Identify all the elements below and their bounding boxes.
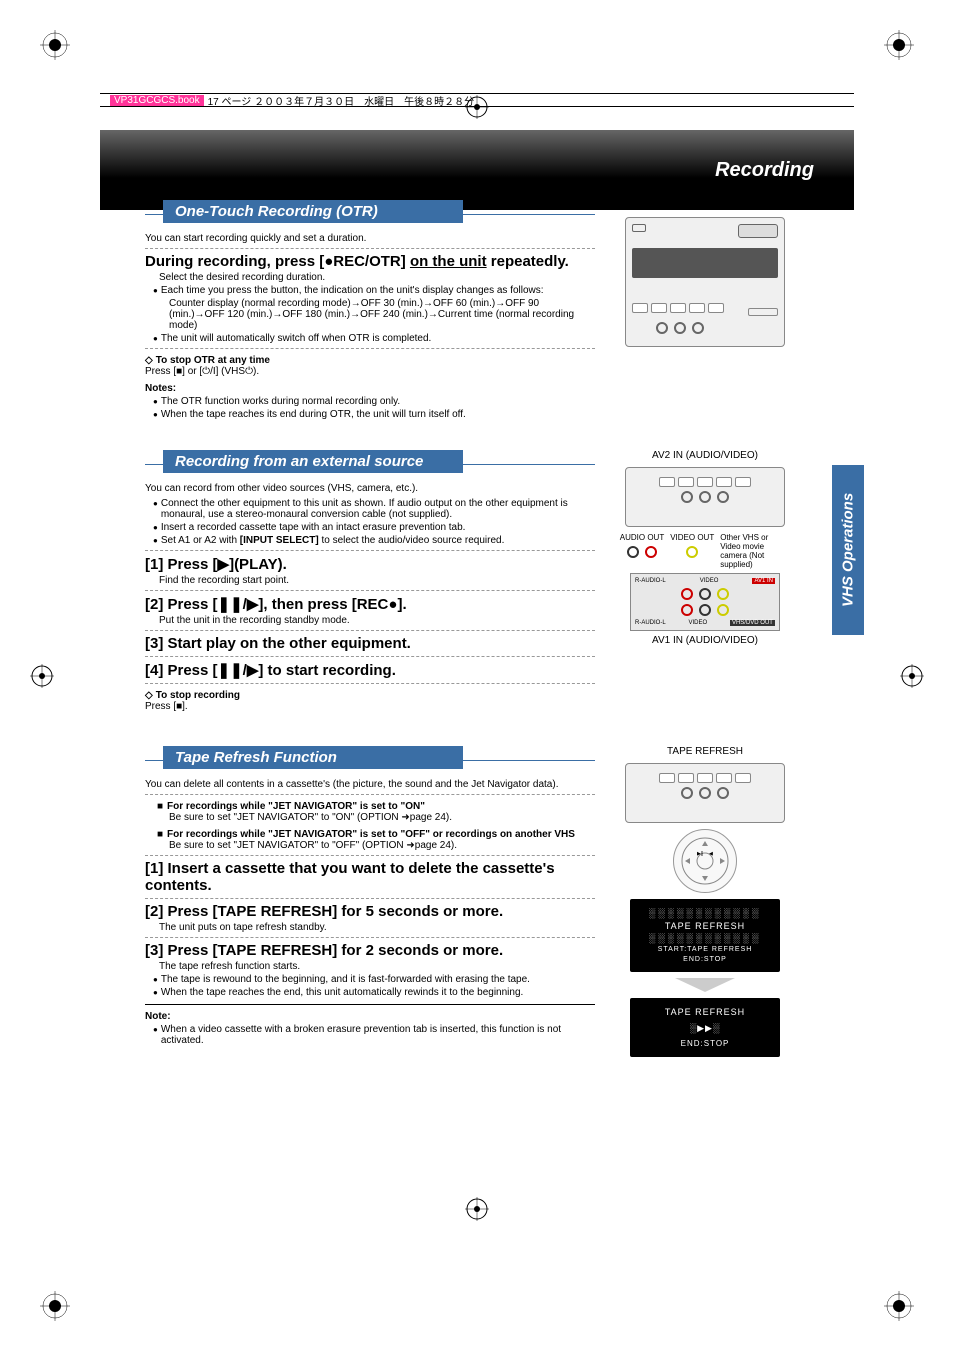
otr-main-step: During recording, press [●REC/OTR] on th…: [145, 253, 595, 270]
nav-pad-icon: ▶|| ◀: [673, 829, 737, 893]
external-step2: [2] Press [❚❚/▶], then press [REC●].: [145, 595, 595, 613]
otr-stop-text: Press [■] or [⏻/I] (VHS⏻).: [145, 366, 595, 377]
button-row-icon: [632, 303, 724, 313]
display-line: END:STOP: [634, 1038, 776, 1049]
refresh-note1: When a video cassette with a broken eras…: [153, 1024, 595, 1046]
audio-out-label: AUDIO OUT: [620, 533, 664, 542]
rec-otr-button-icon: [738, 224, 778, 238]
external-heading: Recording from an external source: [163, 450, 463, 473]
rec-otr-button-ref: ●REC/OTR]: [324, 253, 406, 270]
crop-mark-icon: [884, 30, 914, 60]
otr-sub1: Select the desired recording duration.: [159, 272, 595, 283]
refresh-heading: Tape Refresh Function: [163, 746, 463, 769]
device-diagram-refresh: [625, 763, 785, 823]
external-step4: [4] Press [❚❚/▶] to start recording.: [145, 661, 595, 679]
divider: [145, 590, 595, 591]
av1-in-label: AV1 IN: [752, 578, 775, 584]
cassette-slot-icon: [632, 248, 778, 278]
av2-label: AV2 IN (AUDIO/VIDEO): [615, 450, 795, 461]
page-info: 17 ページ ２００３年７月３０日 水曜日 午後８時２８分: [208, 93, 474, 108]
eject-button-icon: [748, 308, 778, 316]
svg-text:▶||: ▶||: [697, 851, 703, 857]
divider: [145, 794, 595, 795]
av1-label: AV1 IN (AUDIO/VIDEO): [615, 635, 795, 646]
refresh-step3: [3] Press [TAPE REFRESH] for 2 seconds o…: [145, 942, 595, 959]
callout-power: ⏻/I: [621, 200, 634, 211]
other-equip-label: Other VHS or Video movie camera (Not sup…: [720, 533, 790, 569]
divider: [145, 348, 595, 349]
crop-mark-icon: [884, 1291, 914, 1321]
external-step1: [1] Press [▶](PLAY).: [145, 555, 595, 573]
section-banner: Recording: [100, 130, 854, 210]
registration-mark-icon: [900, 664, 924, 688]
notes-label: Notes:: [145, 383, 595, 394]
display-line: START:TAPE REFRESH: [634, 945, 776, 955]
display-line: TAPE REFRESH: [634, 1006, 776, 1019]
refresh-step3-b1: The tape is rewound to the beginning, an…: [153, 974, 595, 985]
registration-mark-icon: [30, 664, 54, 688]
otr-note1: The OTR function works during normal rec…: [153, 396, 595, 407]
device-diagram-top: [625, 467, 785, 527]
refresh-sq1: For recordings while "JET NAVIGATOR" is …: [157, 801, 595, 812]
power-button-icon: [632, 224, 646, 232]
refresh-intro: You can delete all contents in a cassett…: [145, 779, 595, 790]
display-line: TAPE REFRESH: [634, 920, 776, 933]
refresh-sq1-sub: Be sure to set "JET NAVIGATOR" to "ON" (…: [169, 812, 595, 823]
display-refresh-1: ░░░░░░░░░░░░ TAPE REFRESH ░░░░░░░░░░░░ S…: [630, 899, 780, 972]
section-tab: VHS Operations: [832, 465, 864, 635]
crop-mark-icon: [40, 30, 70, 60]
refresh-step3-sub: The tape refresh function starts.: [159, 961, 595, 972]
otr-bullet2: The unit will automatically switch off w…: [153, 333, 595, 344]
registration-mark-icon: [465, 1197, 489, 1221]
refresh-sq2: For recordings while "JET NAVIGATOR" is …: [157, 829, 595, 840]
divider: [145, 855, 595, 856]
divider: [145, 1004, 595, 1005]
divider: [145, 898, 595, 899]
tape-refresh-callout: TAPE REFRESH: [615, 746, 795, 757]
book-label: VP31GCGCS.book: [110, 95, 204, 106]
external-stop-heading: To stop recording: [145, 690, 595, 701]
external-step2-sub: Put the unit in the recording standby mo…: [159, 615, 595, 626]
refresh-step1: [1] Insert a cassette that you want to d…: [145, 860, 595, 894]
otr-bullet1: Each time you press the button, the indi…: [153, 285, 595, 296]
external-intro: You can record from other video sources …: [145, 483, 595, 494]
external-step3: [3] Start play on the other equipment.: [145, 635, 595, 652]
display-refresh-2: TAPE REFRESH ░▶▶░ END:STOP: [630, 998, 780, 1056]
refresh-sq2-sub: Be sure to set "JET NAVIGATOR" to "OFF" …: [169, 840, 595, 851]
arrow-down-icon: [675, 978, 735, 992]
refresh-step2-sub: The unit puts on tape refresh standby.: [159, 922, 595, 933]
section-tab-label: VHS Operations: [840, 493, 857, 607]
crop-mark-icon: [40, 1291, 70, 1321]
display-line: END:STOP: [634, 955, 776, 965]
external-stop-text: Press [■].: [145, 701, 595, 712]
refresh-step2: [2] Press [TAPE REFRESH] for 5 seconds o…: [145, 903, 595, 920]
vhsdvd-out-label: VHS/DVD OUT: [730, 620, 775, 626]
external-bullet3: Set A1 or A2 with [INPUT SELECT] to sele…: [153, 535, 595, 546]
divider: [145, 550, 595, 551]
video-out-label: VIDEO OUT: [670, 533, 714, 542]
callout-rec: ●REC/OTR: [738, 200, 789, 211]
external-bullet2: Insert a recorded cassette tape with an …: [153, 522, 595, 533]
otr-stop-heading: To stop OTR at any time: [145, 355, 595, 366]
rca-jacks-icon: [656, 322, 704, 334]
divider: [145, 656, 595, 657]
otr-indent1: Counter display (normal recording mode)→…: [169, 298, 595, 331]
refresh-step3-b2: When the tape reaches the end, this unit…: [153, 987, 595, 998]
external-bullet1: Connect the other equipment to this unit…: [153, 498, 595, 520]
svg-text:◀: ◀: [709, 851, 713, 857]
external-step1-sub: Find the recording start point.: [159, 575, 595, 586]
section-banner-label: Recording: [715, 159, 814, 182]
note-label: Note:: [145, 1011, 595, 1022]
connector-diagram: R-AUDIO-LVIDEOAV1 IN R-AUDIO-LVIDEOVHS/D…: [630, 573, 780, 631]
divider: [145, 937, 595, 938]
divider: [145, 683, 595, 684]
divider: [145, 248, 595, 249]
divider: [145, 630, 595, 631]
otr-note2: When the tape reaches its end during OTR…: [153, 409, 595, 420]
device-diagram: [625, 217, 785, 347]
otr-intro: You can start recording quickly and set …: [145, 233, 595, 244]
otr-heading: One-Touch Recording (OTR): [163, 200, 463, 223]
page-header: VP31GCGCS.book 17 ページ ２００３年７月３０日 水曜日 午後８…: [100, 93, 854, 107]
